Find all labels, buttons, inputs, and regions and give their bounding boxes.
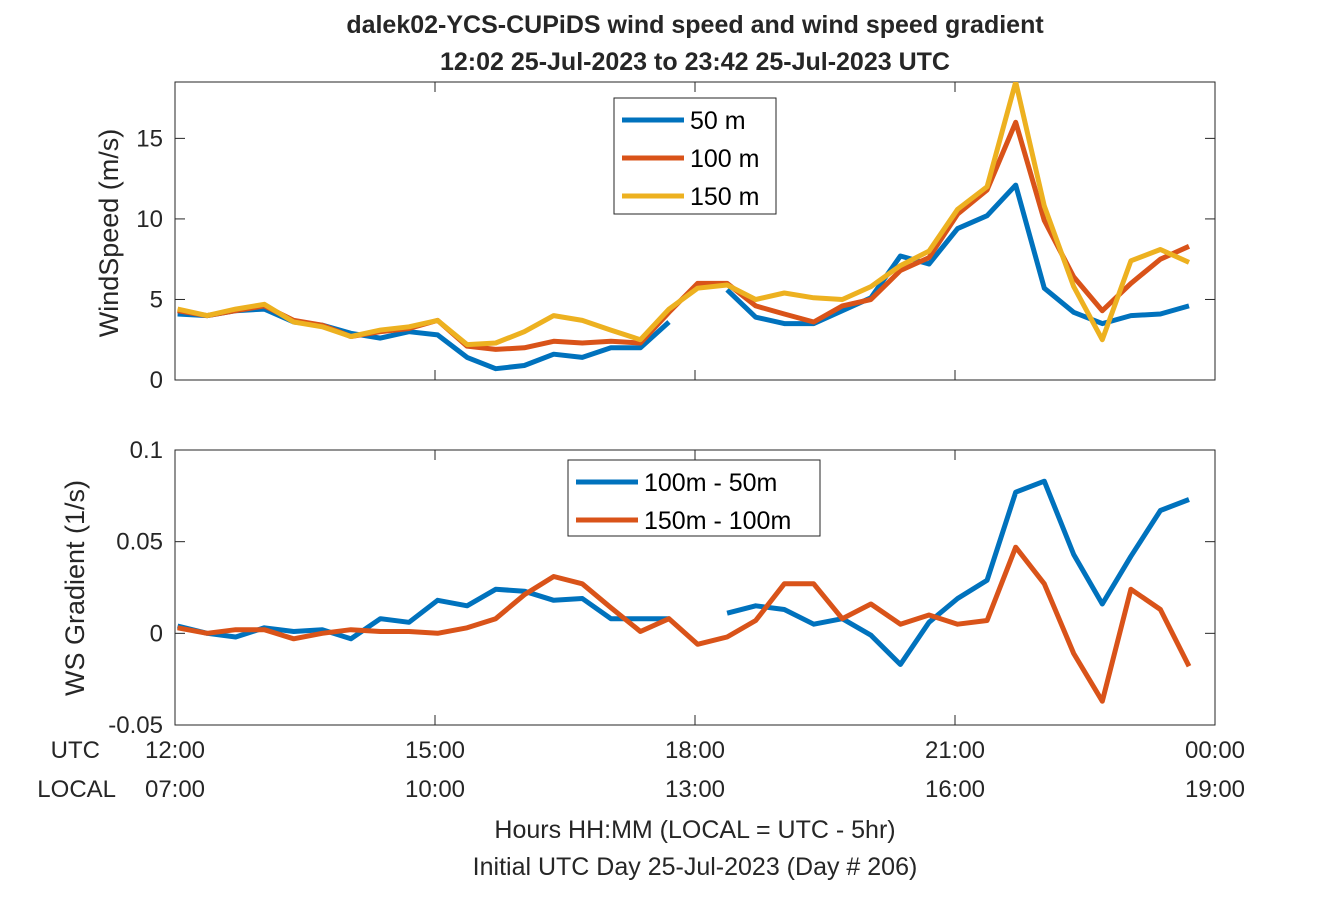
- legend-box: [567, 459, 821, 537]
- local-row-label: LOCAL: [37, 776, 116, 803]
- xtick-local-label: 16:00: [925, 776, 985, 803]
- legend-label: 100 m: [690, 145, 759, 173]
- gradient-ylabel: WS Gradient (1/s): [60, 480, 90, 696]
- series-line-50m: [177, 182, 1190, 372]
- gradient-ytick-label: 0: [150, 620, 163, 647]
- gradient-ytick-label: -0.05: [108, 712, 163, 739]
- windspeed-ytick-label: 0: [150, 367, 163, 394]
- legend-label: 150 m: [690, 183, 759, 211]
- x-axis-label-day: Initial UTC Day 25-Jul-2023 (Day # 206): [473, 853, 918, 881]
- xtick-local-label: 07:00: [145, 776, 205, 803]
- xtick-utc-label: 21:00: [925, 737, 985, 764]
- windspeed-ytick-label: 10: [136, 206, 163, 233]
- utc-row-label: UTC: [51, 737, 100, 764]
- gradient-ytick-label: 0.05: [116, 529, 163, 556]
- windspeed-legend: 50 m 100 m 150 m: [613, 97, 777, 215]
- xtick-local-label: 10:00: [405, 776, 465, 803]
- windspeed-axes: 0 5 10 15 50 m 100 m 150 m: [136, 81, 1216, 394]
- x-axis-label: Hours HH:MM (LOCAL = UTC - 5hr): [494, 816, 895, 844]
- gradient-ytick-label: 0.1: [130, 437, 163, 464]
- series-line-150m: [177, 82, 1191, 348]
- windspeed-ytick-label: 5: [150, 286, 163, 313]
- gradient-legend: 100m - 50m 150m - 100m: [567, 459, 821, 537]
- xtick-local-label: 19:00: [1185, 776, 1245, 803]
- legend-label: 50 m: [690, 107, 746, 135]
- windspeed-ytick-label: 15: [136, 125, 163, 152]
- chart-subtitle: 12:02 25-Jul-2023 to 23:42 25-Jul-2023 U…: [440, 48, 950, 76]
- chart-title: dalek02-YCS-CUPiDS wind speed and wind s…: [346, 11, 1044, 39]
- xtick-utc-label: 00:00: [1185, 737, 1245, 764]
- gradient-axes: 12:00 07:00 15:00 10:00 18:00 13:00 21:00 16:00…: [108, 437, 1245, 803]
- legend-label: 100m - 50m: [644, 469, 777, 497]
- xtick-utc-label: 15:00: [405, 737, 465, 764]
- xtick-utc-label: 18:00: [665, 737, 725, 764]
- xtick-local-label: 13:00: [665, 776, 725, 803]
- windspeed-ylabel: WindSpeed (m/s): [94, 129, 124, 338]
- xtick-utc-label: 12:00: [145, 737, 205, 764]
- series-line-150m-100m: [177, 544, 1192, 704]
- legend-label: 150m - 100m: [644, 507, 791, 535]
